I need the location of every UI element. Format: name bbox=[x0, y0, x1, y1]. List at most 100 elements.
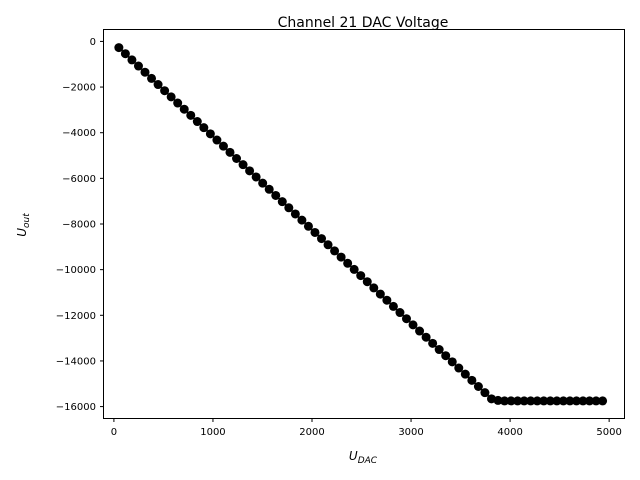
data-point bbox=[434, 345, 444, 355]
data-point bbox=[179, 104, 189, 114]
data-point bbox=[192, 117, 202, 127]
data-point bbox=[362, 277, 372, 287]
y-tick-label: −12000 bbox=[56, 311, 96, 322]
series-layer bbox=[114, 43, 608, 406]
data-point bbox=[578, 396, 588, 406]
data-point bbox=[558, 396, 568, 406]
x-axis-ticks: 0 1000 2000 3000 4000 5000 bbox=[111, 418, 622, 438]
y-tick-label: −8000 bbox=[62, 220, 96, 231]
data-point bbox=[225, 147, 235, 157]
x-axis-label-base: U bbox=[349, 449, 358, 463]
data-point bbox=[330, 246, 340, 256]
data-point bbox=[205, 129, 215, 139]
data-point bbox=[297, 215, 307, 225]
data-point bbox=[375, 289, 385, 299]
x-tick-label: 4000 bbox=[497, 427, 522, 438]
data-point bbox=[545, 396, 555, 406]
data-point bbox=[160, 86, 170, 96]
data-point bbox=[526, 396, 536, 406]
data-point bbox=[245, 166, 255, 176]
y-tick-label: 0 bbox=[90, 37, 96, 48]
data-point bbox=[591, 396, 601, 406]
data-point bbox=[401, 314, 411, 324]
data-point bbox=[218, 141, 228, 151]
data-point bbox=[585, 396, 595, 406]
data-point bbox=[114, 43, 124, 53]
y-tick-label: −4000 bbox=[62, 128, 96, 139]
data-point bbox=[212, 135, 222, 145]
data-point bbox=[147, 73, 157, 83]
data-point bbox=[467, 375, 477, 385]
series-line bbox=[118, 47, 603, 402]
chart-title: Channel 21 DAC Voltage bbox=[278, 15, 449, 31]
data-point bbox=[153, 80, 163, 90]
y-axis-label-subscript: out bbox=[22, 213, 32, 228]
y-tick-label: −2000 bbox=[62, 83, 96, 94]
data-point bbox=[493, 395, 503, 405]
data-point bbox=[166, 92, 176, 102]
data-point bbox=[264, 184, 274, 194]
y-tick-label: −14000 bbox=[56, 356, 96, 367]
data-point bbox=[539, 396, 549, 406]
y-axis-label-base: U bbox=[15, 228, 29, 237]
data-point bbox=[513, 396, 523, 406]
data-point bbox=[388, 301, 398, 311]
data-point bbox=[506, 396, 516, 406]
data-point bbox=[441, 351, 451, 361]
data-point bbox=[415, 326, 425, 336]
data-point bbox=[552, 396, 562, 406]
data-point bbox=[369, 283, 379, 293]
data-point bbox=[173, 98, 183, 108]
data-point bbox=[271, 190, 281, 200]
data-point bbox=[186, 110, 196, 120]
data-point bbox=[473, 382, 483, 392]
x-tick-label: 5000 bbox=[596, 427, 621, 438]
data-point bbox=[395, 308, 405, 318]
y-axis-ticks: 0 −2000 −4000 −6000 −8000 −10000 −12000 −14000 −… bbox=[56, 37, 104, 413]
x-tick-label: 0 bbox=[111, 427, 117, 438]
data-point bbox=[127, 55, 137, 65]
data-point bbox=[408, 320, 418, 330]
data-point bbox=[454, 363, 464, 373]
x-tick-label: 1000 bbox=[200, 427, 225, 438]
data-point bbox=[571, 396, 581, 406]
data-point bbox=[519, 396, 529, 406]
data-point bbox=[349, 264, 359, 274]
data-point bbox=[428, 338, 438, 348]
data-point bbox=[532, 396, 542, 406]
data-point bbox=[303, 221, 313, 231]
data-point bbox=[251, 172, 261, 182]
y-tick-label: −10000 bbox=[56, 265, 96, 276]
data-point bbox=[284, 203, 294, 213]
x-tick-label: 3000 bbox=[398, 427, 423, 438]
data-point bbox=[447, 357, 457, 367]
plot-frame bbox=[103, 29, 625, 419]
data-point bbox=[565, 396, 575, 406]
data-point bbox=[460, 369, 470, 379]
data-point bbox=[323, 240, 333, 250]
x-axis-label: UDAC bbox=[349, 449, 378, 466]
data-point bbox=[258, 178, 268, 188]
y-tick-label: −16000 bbox=[56, 402, 96, 413]
data-point bbox=[356, 271, 366, 281]
data-point bbox=[598, 396, 608, 406]
data-point bbox=[382, 295, 392, 305]
data-point bbox=[421, 332, 431, 342]
y-tick-label: −6000 bbox=[62, 174, 96, 185]
y-axis-label: Uout bbox=[15, 213, 32, 237]
data-point bbox=[232, 153, 242, 163]
data-point bbox=[310, 227, 320, 237]
data-point bbox=[336, 252, 346, 262]
data-point bbox=[500, 396, 510, 406]
data-point bbox=[480, 388, 490, 398]
data-point bbox=[290, 209, 300, 219]
x-axis-label-subscript: DAC bbox=[358, 456, 378, 466]
data-point bbox=[277, 197, 287, 207]
data-point bbox=[140, 67, 150, 77]
x-tick-label: 2000 bbox=[299, 427, 324, 438]
data-point bbox=[343, 258, 353, 268]
data-point bbox=[133, 61, 143, 71]
data-point bbox=[120, 49, 130, 59]
data-point bbox=[317, 234, 327, 244]
